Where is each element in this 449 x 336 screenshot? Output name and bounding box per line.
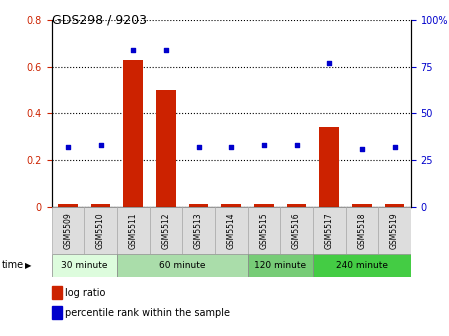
Text: GSM5510: GSM5510	[96, 212, 105, 249]
Point	[195, 144, 202, 150]
Text: 240 minute: 240 minute	[336, 261, 388, 270]
Bar	[117, 254, 247, 277]
Text: time: time	[2, 260, 24, 270]
Point	[130, 47, 137, 53]
Bar	[352, 204, 372, 207]
Text: GSM5514: GSM5514	[227, 212, 236, 249]
Bar	[91, 204, 110, 207]
Bar	[156, 90, 176, 207]
Bar	[287, 204, 306, 207]
Text: ▶: ▶	[25, 261, 31, 270]
Point	[97, 142, 104, 148]
Bar	[182, 207, 215, 254]
Bar	[117, 207, 150, 254]
Point	[391, 144, 398, 150]
Text: percentile rank within the sample: percentile rank within the sample	[65, 308, 230, 318]
Point	[358, 146, 365, 152]
Bar	[254, 204, 274, 207]
Text: GSM5513: GSM5513	[194, 212, 203, 249]
Text: GSM5518: GSM5518	[357, 212, 366, 249]
Bar	[385, 204, 404, 207]
Text: GSM5509: GSM5509	[63, 212, 72, 249]
Point	[326, 60, 333, 66]
Point	[163, 47, 170, 53]
Bar	[378, 207, 411, 254]
Text: GSM5519: GSM5519	[390, 212, 399, 249]
Text: 60 minute: 60 minute	[159, 261, 206, 270]
Text: 120 minute: 120 minute	[254, 261, 306, 270]
Text: 30 minute: 30 minute	[61, 261, 108, 270]
Bar	[346, 207, 378, 254]
Text: GSM5516: GSM5516	[292, 212, 301, 249]
Bar	[319, 127, 339, 207]
Bar	[247, 207, 280, 254]
Bar	[52, 254, 117, 277]
Text: GSM5517: GSM5517	[325, 212, 334, 249]
Bar	[313, 254, 411, 277]
Bar	[313, 207, 346, 254]
Bar	[221, 204, 241, 207]
Point	[293, 142, 300, 148]
Bar	[58, 204, 78, 207]
Point	[64, 144, 71, 150]
Bar	[52, 207, 84, 254]
Text: GSM5512: GSM5512	[162, 212, 171, 249]
Bar	[280, 207, 313, 254]
Text: GSM5515: GSM5515	[260, 212, 269, 249]
Bar	[215, 207, 247, 254]
Text: GSM5511: GSM5511	[129, 212, 138, 249]
Point	[228, 144, 235, 150]
Text: log ratio: log ratio	[65, 288, 106, 298]
Bar	[247, 254, 313, 277]
Text: GDS298 / 9203: GDS298 / 9203	[52, 13, 147, 27]
Bar	[150, 207, 182, 254]
Point	[260, 142, 268, 148]
Bar	[84, 207, 117, 254]
Bar	[123, 60, 143, 207]
Bar	[189, 204, 208, 207]
